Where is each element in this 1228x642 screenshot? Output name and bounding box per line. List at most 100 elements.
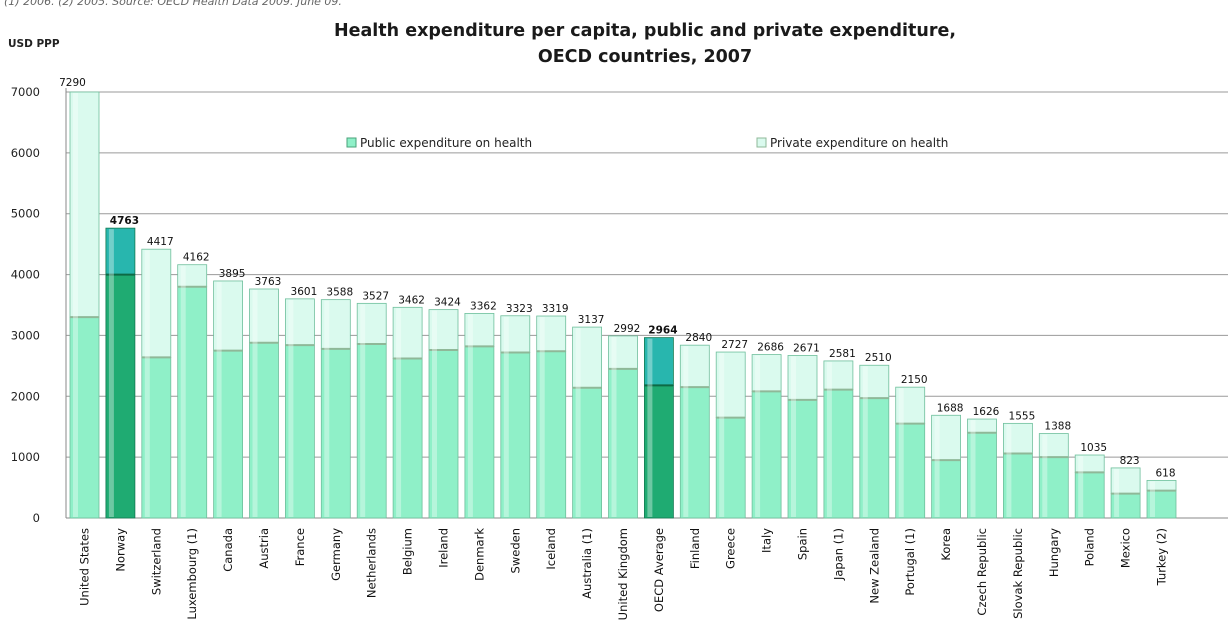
data-labels: 7290 4763 4417 4162 3895 3763 3601 3588 3527 3462… (59, 77, 1175, 479)
data-label: 2964 (648, 325, 677, 337)
x-tick-label: Spain (796, 528, 810, 560)
x-tick-label: Iceland (544, 528, 558, 570)
data-label: 2581 (829, 348, 856, 360)
x-tick-label: Austria (257, 528, 271, 569)
bar-public (69, 316, 100, 519)
bar-private (392, 306, 423, 359)
bar-private (644, 337, 674, 386)
data-label: 2510 (865, 352, 892, 364)
x-tick-label: Korea (939, 528, 953, 561)
x-tick-label: Greece (724, 528, 738, 569)
bar-gloss (1042, 434, 1048, 517)
data-label: 3319 (542, 303, 569, 315)
data-label: 1688 (937, 402, 964, 414)
bar-gloss (791, 356, 796, 517)
bar-gloss (360, 304, 366, 517)
bar-public (608, 368, 638, 519)
data-label: 3527 (362, 290, 389, 302)
bar-public (500, 352, 531, 519)
x-tick-label: United Kingdom (616, 528, 630, 620)
bar-public (823, 389, 854, 519)
x-tick-label: United States (78, 528, 92, 606)
data-label: 3588 (326, 287, 353, 299)
chart-title-line-1: Health expenditure per capita, public an… (333, 21, 956, 41)
y-tick-label: 2000 (11, 389, 40, 403)
y-tick-label: 7000 (11, 85, 40, 99)
bar-public (1074, 471, 1105, 519)
bar-public (428, 349, 459, 519)
bar-private (895, 386, 926, 425)
y-tick-label: 3000 (11, 328, 40, 342)
axes: 0 1000 2000 3000 4000 5000 6000 7000 (11, 85, 1228, 525)
bar-private (141, 248, 172, 358)
x-tick-label: Ireland (437, 528, 451, 568)
data-label: 2671 (793, 342, 820, 354)
data-label: 4763 (110, 215, 139, 227)
bar-gloss (862, 366, 868, 517)
data-label: 7290 (59, 77, 86, 89)
x-tick-label: Luxembourg (1) (185, 528, 199, 620)
bar-gloss (1078, 456, 1084, 517)
bar-private (356, 302, 387, 345)
y-tick-label: 0 (33, 511, 40, 525)
x-tick-label: Japan (1) (831, 528, 845, 581)
data-label: 3323 (506, 303, 533, 315)
bar-gloss (432, 310, 437, 517)
bar-gloss (180, 265, 186, 517)
x-tick-label: Czech Republic (975, 528, 989, 616)
x-tick-label: Turkey (2) (1155, 528, 1169, 586)
data-label: 4417 (147, 236, 174, 248)
x-tick-label: OECD Average (652, 528, 666, 612)
data-label: 3424 (434, 297, 461, 309)
bar-public (1038, 456, 1069, 519)
bar-private (751, 354, 782, 392)
source-note: (1) 2006. (2) 2005. Source: OECD Health … (4, 0, 342, 8)
data-label: 1388 (1044, 421, 1071, 433)
bar-public (213, 350, 244, 519)
bar-public (715, 417, 746, 519)
data-label: 1035 (1080, 442, 1107, 454)
bar-private (823, 360, 854, 390)
x-tick-label: Canada (221, 528, 235, 572)
legend-swatch (756, 137, 767, 148)
bar-gloss (755, 355, 761, 517)
data-label: 3895 (219, 268, 246, 280)
data-label: 2840 (685, 332, 712, 344)
legend-label: Public expenditure on health (360, 136, 532, 150)
bar-gloss (575, 328, 581, 517)
data-label: 823 (1120, 455, 1140, 467)
bar-private (213, 280, 244, 352)
bar-gloss (647, 338, 653, 517)
x-tick-label: Denmark (472, 528, 486, 581)
bar-gloss (898, 388, 904, 517)
y-tick-label: 6000 (11, 146, 40, 160)
bar-public (644, 384, 674, 519)
bar-gloss (826, 361, 832, 517)
bar-gloss (1006, 424, 1012, 517)
bar-public (931, 459, 961, 519)
bar-gloss (1150, 481, 1155, 517)
data-label: 618 (1155, 467, 1175, 479)
data-label: 3601 (291, 286, 318, 298)
bar-private (679, 344, 710, 388)
bar-gloss (288, 299, 294, 517)
x-tick-label: Germany (329, 528, 343, 581)
bar-gloss (1114, 468, 1120, 517)
data-label: 2727 (721, 339, 748, 351)
bar-gloss (396, 308, 402, 517)
x-tick-label: Australia (1) (580, 528, 594, 599)
bar-public (895, 423, 926, 519)
x-tick-label: Sweden (508, 528, 522, 573)
bar-gloss (934, 416, 940, 517)
bar-gloss (683, 346, 689, 517)
bar-private (859, 364, 890, 399)
bar-gloss (108, 229, 114, 517)
bar-public (787, 399, 818, 519)
bar-private (536, 315, 567, 352)
data-label: 4162 (183, 252, 210, 264)
bar-private (464, 312, 495, 347)
bar-gloss (970, 420, 976, 517)
bar-public (320, 348, 351, 519)
bar-private (715, 351, 746, 418)
data-label: 3462 (398, 294, 425, 306)
